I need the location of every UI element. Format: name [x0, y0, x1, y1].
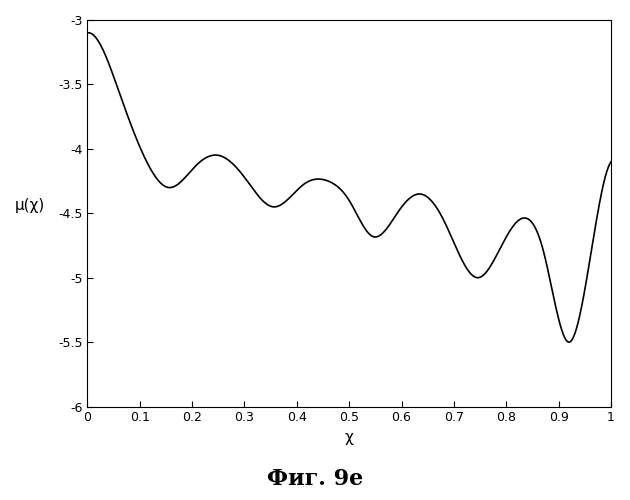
Y-axis label: μ(χ): μ(χ) [15, 198, 45, 214]
X-axis label: χ: χ [345, 430, 353, 445]
Text: Фиг. 9е: Фиг. 9е [267, 468, 363, 490]
